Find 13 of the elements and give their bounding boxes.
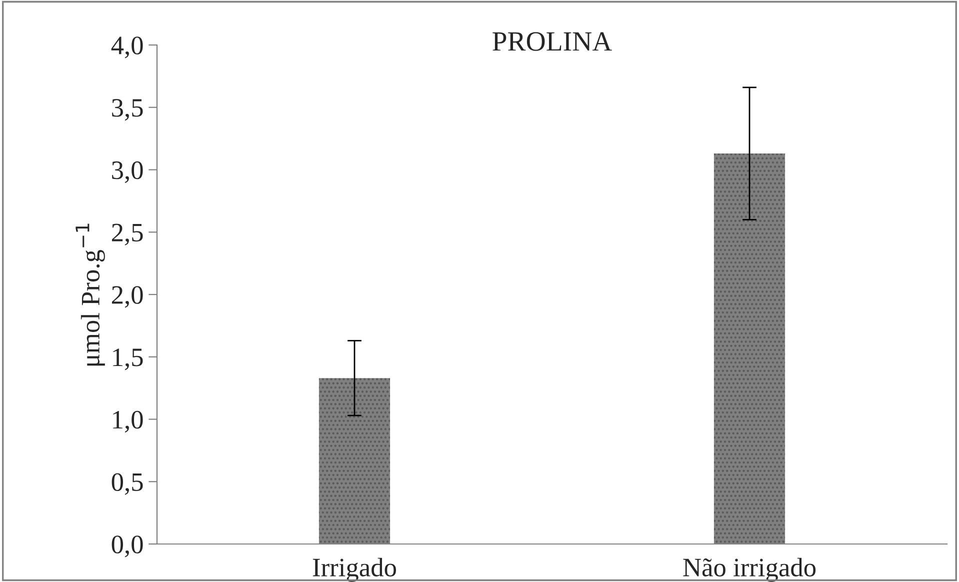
x-tick-label: Irrigado xyxy=(312,558,396,582)
y-tick-label: 3,0 xyxy=(112,161,143,183)
y-tick-label: 4,0 xyxy=(111,36,143,58)
x-tick-label: Não irrigado xyxy=(683,558,816,582)
y-tick-label: 1,5 xyxy=(113,348,143,370)
y-axis-title: μmol Pro.g$^{−1}$ xyxy=(76,224,105,366)
y-tick-label: 2,5 xyxy=(112,224,143,246)
y-tick-label: 0,5 xyxy=(112,473,143,495)
y-tick-label: 0,0 xyxy=(112,536,143,558)
y-tick-label: 1,0 xyxy=(113,410,143,432)
y-tick-label: 3,5 xyxy=(112,99,143,121)
y-tick-label: 2,0 xyxy=(112,286,143,308)
chart-title: PROLINA xyxy=(492,32,612,51)
